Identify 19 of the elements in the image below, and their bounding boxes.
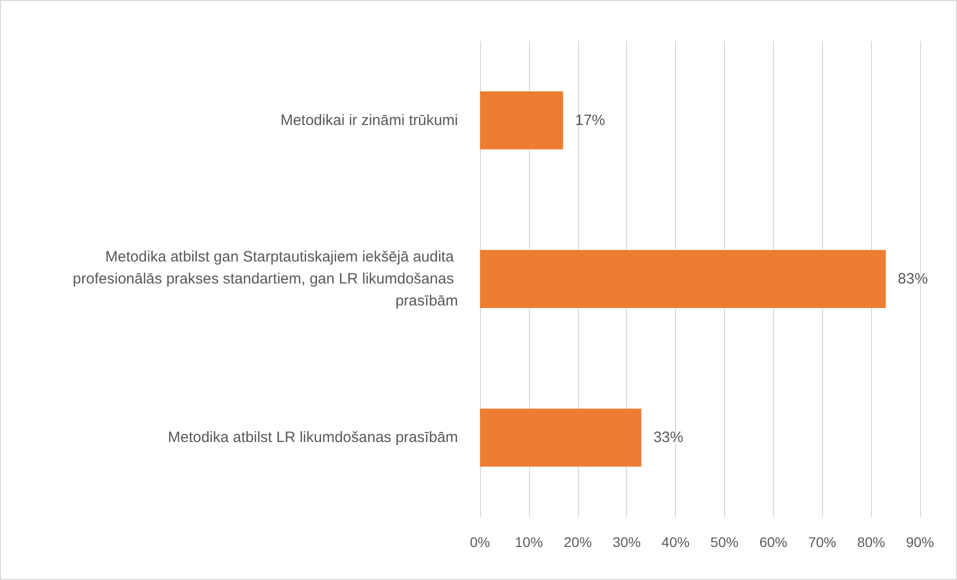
y-tick-label: Metodika atbilst LR likumdošanas prasībām [168,429,458,446]
x-tick-label: 40% [662,534,690,550]
x-tick-label: 20% [564,534,592,550]
x-tick-label: 90% [906,534,934,550]
x-tick-label: 30% [612,534,641,550]
bar [480,250,886,308]
x-tick-label: 50% [710,534,738,550]
data-label: 33% [653,429,684,446]
x-tick-label: 80% [857,534,886,550]
x-tick-label: 70% [808,534,836,550]
x-tick-label: 60% [759,534,788,550]
y-tick-label: Metodika atbilst gan Starptautiskajiem iekšējā audita profesionālās prakses standartiem, gan LR likumdošanas prasībām [72,248,458,310]
y-tick-label: Metodikai ir zināmi trūkumi [280,112,458,129]
data-label: 17% [575,112,606,129]
x-tick-label: 0% [470,534,490,550]
x-tick-label: 10% [514,534,543,550]
bar [480,408,642,467]
bar [480,91,564,150]
data-label: 83% [898,270,928,288]
